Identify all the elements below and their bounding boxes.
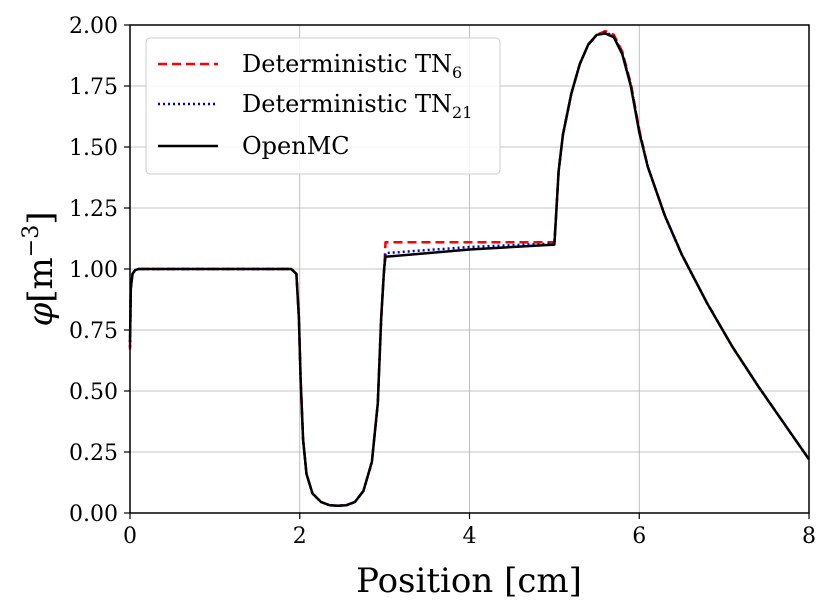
legend-label-tn21-name: Deterministic TN bbox=[242, 90, 452, 118]
ticks: 0 2 4 6 8 0.00 0.25 0.50 0.75 1.00 1.25 1.50 1.75 2.0… bbox=[69, 14, 816, 549]
legend-label-openmc: OpenMC bbox=[242, 132, 350, 160]
y-axis-label-symbol: φ bbox=[21, 303, 61, 327]
x-tick-label: 8 bbox=[802, 524, 816, 549]
legend: Deterministic TN6 Deterministic TN21 Ope… bbox=[145, 37, 501, 175]
y-tick-label: 0.50 bbox=[69, 380, 118, 405]
x-axis-label: Position [cm] bbox=[356, 561, 582, 601]
y-tick-label: 2.00 bbox=[69, 14, 118, 39]
legend-label-tn6: Deterministic TN6 bbox=[242, 50, 462, 82]
y-tick-label: 1.00 bbox=[69, 258, 118, 283]
legend-label-tn21-subscript: 21 bbox=[452, 103, 472, 122]
y-axis-label-close: ] bbox=[21, 211, 61, 224]
series-line-openmc bbox=[128, 32, 811, 507]
x-tick-label: 4 bbox=[463, 524, 477, 549]
x-tick-label: 6 bbox=[632, 524, 646, 549]
y-axis-label: φ[m−3] bbox=[19, 211, 61, 326]
y-tick-label: 0.75 bbox=[69, 319, 118, 344]
y-axis-label-unit: [m bbox=[21, 257, 61, 303]
y-tick-label: 0.00 bbox=[69, 502, 118, 527]
y-tick-label: 1.75 bbox=[69, 75, 118, 100]
legend-label-tn21: Deterministic TN21 bbox=[242, 90, 472, 122]
y-axis-label-exponent: −3 bbox=[19, 225, 44, 257]
x-tick-label: 2 bbox=[293, 524, 307, 549]
legend-label-tn6-name: Deterministic TN bbox=[242, 50, 452, 78]
legend-label-tn6-subscript: 6 bbox=[452, 63, 462, 82]
series-layer bbox=[128, 29, 811, 507]
y-tick-label: 1.25 bbox=[69, 197, 118, 222]
x-tick-label: 0 bbox=[123, 524, 137, 549]
y-tick-label: 0.25 bbox=[69, 441, 118, 466]
legend-box bbox=[145, 37, 501, 175]
y-tick-label: 1.50 bbox=[69, 136, 118, 161]
